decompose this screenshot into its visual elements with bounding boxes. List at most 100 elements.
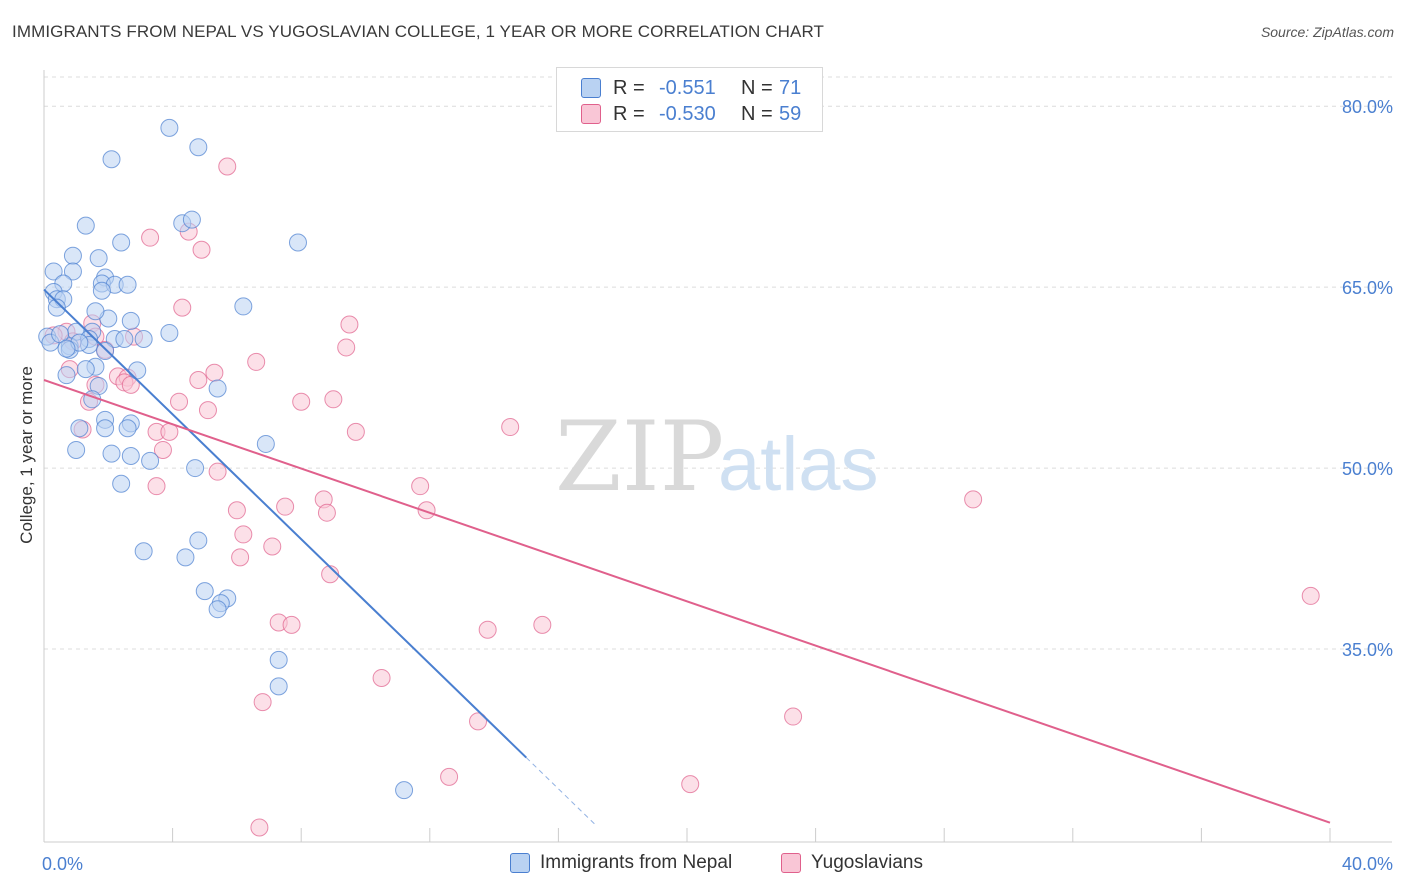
- point-yugoslavians-39[interactable]: [417, 501, 436, 520]
- point-yugoslavians-1[interactable]: [141, 228, 160, 247]
- point-yugoslavians-52[interactable]: [253, 693, 272, 712]
- axes: [43, 70, 1392, 843]
- point-yugoslavians-44[interactable]: [231, 548, 250, 567]
- point-nepal-22[interactable]: [234, 297, 253, 316]
- point-nepal-52[interactable]: [141, 451, 160, 470]
- watermark-atlas: atlas: [718, 422, 879, 507]
- point-nepal-50[interactable]: [102, 444, 121, 463]
- point-nepal-45[interactable]: [70, 419, 89, 438]
- point-nepal-56[interactable]: [176, 548, 195, 567]
- point-nepal-36[interactable]: [128, 361, 147, 380]
- point-nepal-46[interactable]: [96, 419, 115, 438]
- point-nepal-11[interactable]: [63, 262, 82, 281]
- point-yugoslavians-51[interactable]: [372, 668, 391, 687]
- point-yugoslavians-55[interactable]: [440, 767, 459, 786]
- point-nepal-38[interactable]: [76, 360, 95, 379]
- point-nepal-16[interactable]: [118, 275, 137, 294]
- point-nepal-10[interactable]: [44, 262, 63, 281]
- point-yugoslavians-34[interactable]: [147, 477, 166, 496]
- point-yugoslavians-27[interactable]: [501, 418, 520, 437]
- point-yugoslavians-26[interactable]: [198, 401, 217, 420]
- point-nepal-30[interactable]: [134, 329, 153, 348]
- point-yugoslavians-15[interactable]: [205, 363, 224, 382]
- point-yugoslavians-42[interactable]: [234, 525, 253, 544]
- point-nepal-68[interactable]: [57, 339, 76, 358]
- point-nepal-63[interactable]: [269, 677, 288, 696]
- point-nepal-53[interactable]: [186, 459, 205, 478]
- point-yugoslavians-22[interactable]: [324, 390, 343, 409]
- point-yugoslavians-49[interactable]: [533, 615, 552, 634]
- point-nepal-62[interactable]: [269, 650, 288, 669]
- point-nepal-34[interactable]: [96, 342, 115, 361]
- point-nepal-7[interactable]: [112, 233, 131, 252]
- point-nepal-41[interactable]: [208, 379, 227, 398]
- legend-r-label: R =: [613, 102, 645, 125]
- point-nepal-39[interactable]: [57, 366, 76, 385]
- point-yugoslavians-3[interactable]: [192, 240, 211, 259]
- y-tick-label-50: 50.0%: [1342, 459, 1393, 479]
- point-nepal-64[interactable]: [395, 781, 414, 800]
- point-yugoslavians-54[interactable]: [784, 707, 803, 726]
- point-yugoslavians-0[interactable]: [218, 157, 237, 176]
- point-nepal-4[interactable]: [182, 210, 201, 229]
- point-yugoslavians-6[interactable]: [340, 315, 359, 334]
- point-yugoslavians-33[interactable]: [208, 462, 227, 481]
- point-yugoslavians-11[interactable]: [337, 338, 356, 357]
- point-yugoslavians-32[interactable]: [153, 440, 172, 459]
- point-nepal-31[interactable]: [115, 329, 134, 348]
- series-nepal-points: [38, 118, 414, 800]
- point-yugoslavians-46[interactable]: [1301, 586, 1320, 605]
- legend-swatch-yugoslavians: [781, 853, 801, 873]
- trend-line-yugoslavians: [43, 379, 1331, 824]
- legend-swatch-nepal: [581, 78, 601, 98]
- point-yugoslavians-23[interactable]: [292, 392, 311, 411]
- point-yugoslavians-24[interactable]: [170, 392, 189, 411]
- legend-item-nepal[interactable]: Immigrants from Nepal: [510, 852, 732, 874]
- point-nepal-2[interactable]: [102, 150, 121, 169]
- point-nepal-58[interactable]: [195, 582, 214, 601]
- point-nepal-49[interactable]: [67, 440, 86, 459]
- point-nepal-54[interactable]: [112, 474, 131, 493]
- point-yugoslavians-13[interactable]: [247, 352, 266, 371]
- legend-r-value: -0.530: [659, 102, 716, 125]
- point-nepal-24[interactable]: [160, 323, 179, 342]
- legend-item-yugoslavians[interactable]: Yugoslavians: [781, 852, 923, 874]
- point-nepal-1[interactable]: [189, 138, 208, 157]
- legend-row-nepal: R = -0.551 N = 71: [581, 76, 801, 100]
- point-yugoslavians-38[interactable]: [276, 497, 295, 516]
- point-nepal-61[interactable]: [208, 600, 227, 619]
- point-yugoslavians-56[interactable]: [681, 775, 700, 794]
- point-yugoslavians-53[interactable]: [469, 712, 488, 731]
- point-nepal-9[interactable]: [89, 249, 108, 268]
- point-nepal-5[interactable]: [76, 216, 95, 235]
- point-nepal-57[interactable]: [189, 531, 208, 550]
- point-yugoslavians-40[interactable]: [227, 501, 246, 520]
- point-nepal-47[interactable]: [118, 419, 137, 438]
- point-yugoslavians-35[interactable]: [411, 477, 430, 496]
- legend-label-nepal: Immigrants from Nepal: [540, 852, 733, 873]
- x-tick-label-max: 40.0%: [1342, 854, 1393, 874]
- point-nepal-48[interactable]: [256, 434, 275, 453]
- point-yugoslavians-41[interactable]: [317, 503, 336, 522]
- point-yugoslavians-50[interactable]: [478, 620, 497, 639]
- point-nepal-0[interactable]: [160, 118, 179, 137]
- point-yugoslavians-28[interactable]: [346, 422, 365, 441]
- y-tick-label-35: 35.0%: [1342, 640, 1393, 660]
- point-yugoslavians-18[interactable]: [189, 371, 208, 390]
- chart-title: IMMIGRANTS FROM NEPAL VS YUGOSLAVIAN COL…: [12, 22, 824, 41]
- point-nepal-23[interactable]: [121, 311, 140, 330]
- point-nepal-70[interactable]: [86, 302, 105, 321]
- point-nepal-6[interactable]: [288, 233, 307, 252]
- point-nepal-19[interactable]: [92, 281, 111, 300]
- tick-labels: 35.0% 50.0% 65.0% 80.0% 0.0% 40.0%: [42, 97, 1393, 874]
- point-yugoslavians-57[interactable]: [250, 818, 269, 837]
- point-yugoslavians-43[interactable]: [263, 537, 282, 556]
- point-yugoslavians-36[interactable]: [964, 490, 983, 509]
- point-nepal-8[interactable]: [63, 246, 82, 265]
- point-yugoslavians-48[interactable]: [282, 615, 301, 634]
- point-yugoslavians-4[interactable]: [173, 298, 192, 317]
- legend-label-yugoslavians: Yugoslavians: [811, 852, 923, 873]
- point-nepal-51[interactable]: [121, 447, 140, 465]
- point-nepal-55[interactable]: [134, 542, 153, 561]
- point-nepal-21[interactable]: [47, 298, 66, 317]
